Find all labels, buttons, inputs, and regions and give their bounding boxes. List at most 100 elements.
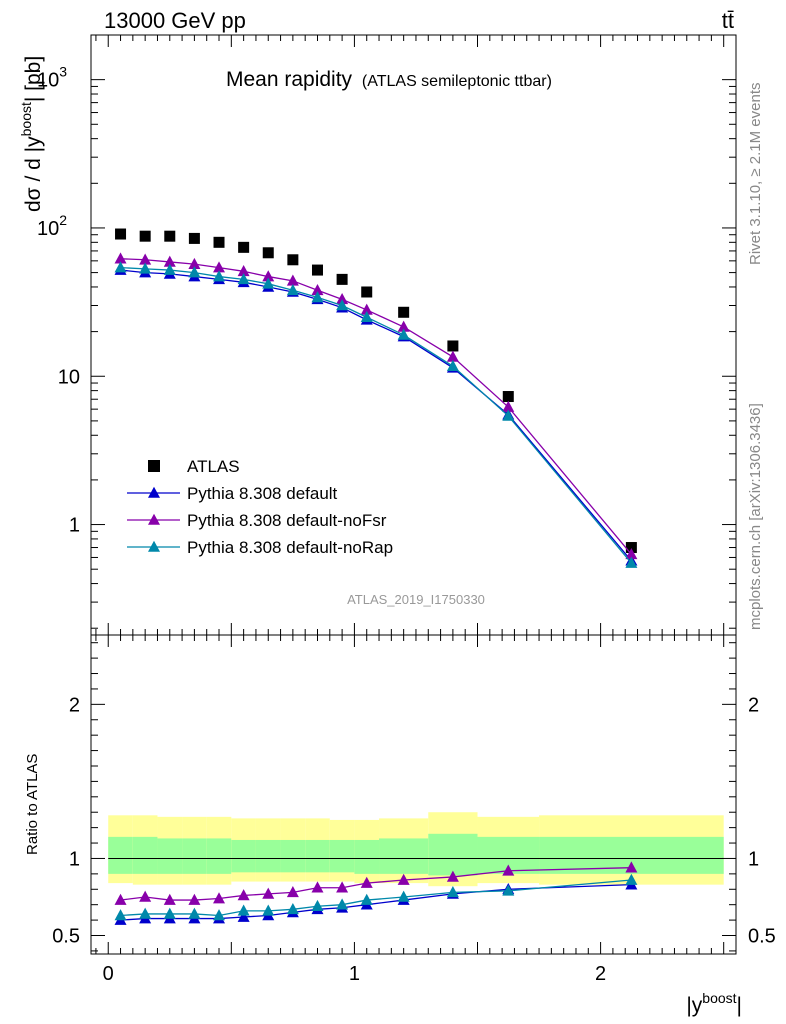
series-marker-2 xyxy=(286,274,299,286)
green-band-segment xyxy=(329,839,355,873)
ratio-marker-1 xyxy=(139,890,152,902)
atlas-data-point xyxy=(398,306,410,318)
ratio-marker-2 xyxy=(286,903,299,915)
legend-label: Pythia 8.308 default-noFsr xyxy=(187,511,387,530)
atlas-data-point xyxy=(139,230,151,242)
series-marker-3 xyxy=(213,270,226,282)
ratio-marker-2 xyxy=(360,893,373,905)
green-band-segment xyxy=(428,833,478,876)
green-band-segment xyxy=(255,839,281,873)
series-marker-2 xyxy=(625,548,638,560)
ratio-marker-1 xyxy=(237,889,250,901)
legend-marker xyxy=(148,486,160,498)
ratio-marker-1 xyxy=(446,870,459,882)
atlas-data-point xyxy=(115,228,127,240)
ratio-marker-1 xyxy=(397,873,410,885)
ratio-marker-1 xyxy=(163,893,176,905)
lower-plot-frame xyxy=(90,634,737,955)
green-band-segment xyxy=(280,839,306,873)
atlas-data-point xyxy=(262,247,274,259)
ratio-marker-1 xyxy=(262,887,275,899)
y-tick-label: 10 xyxy=(58,366,80,388)
series-marker-3 xyxy=(114,261,127,273)
ratio-marker-0 xyxy=(237,910,250,922)
ratio-marker-2 xyxy=(262,904,275,916)
atlas-data-point xyxy=(336,273,348,285)
legend-label: Pythia 8.308 default xyxy=(187,484,338,503)
series-marker-2 xyxy=(446,350,459,362)
ratio-marker-1 xyxy=(336,881,349,893)
series-marker-2 xyxy=(336,293,349,305)
chart-title: Mean rapidity (ATLAS semileptonic ttbar) xyxy=(226,68,552,91)
y-tick-label: 102 xyxy=(37,212,67,240)
series-marker-3 xyxy=(446,359,459,371)
series-marker-2 xyxy=(262,270,275,282)
x-axis-label: |yboost| xyxy=(686,990,742,1017)
atlas-data-point xyxy=(311,264,323,276)
series-marker-3 xyxy=(286,283,299,296)
series-marker-3 xyxy=(188,266,201,278)
ratio-marker-1 xyxy=(286,886,299,898)
atlas-data-point xyxy=(287,254,299,266)
ratio-y-tick-label: 2 xyxy=(69,694,80,716)
ratio-line-2 xyxy=(120,879,632,917)
legend-marker xyxy=(148,513,160,525)
ratio-marker-2 xyxy=(139,907,152,919)
green-band-segment xyxy=(157,838,183,874)
chart-title-main: Mean rapidity xyxy=(226,68,353,91)
series-marker-2 xyxy=(237,265,250,277)
ratio-marker-1 xyxy=(502,864,515,876)
ratio-marker-2 xyxy=(446,886,459,898)
series-marker-2 xyxy=(139,253,152,265)
ratio-marker-1 xyxy=(188,893,201,905)
ratio-marker-1 xyxy=(114,893,127,905)
atlas-data-point xyxy=(238,241,250,253)
ratio-y-tick-label-right: 2 xyxy=(748,694,759,716)
lower-y-axis-label: Ratio to ATLAS xyxy=(24,754,41,855)
ratio-marker-2 xyxy=(237,904,250,916)
ratio-y-tick-label: 0.5 xyxy=(52,926,80,948)
series-marker-2 xyxy=(213,261,226,273)
series-marker-2 xyxy=(114,252,127,264)
y-tick-label: 1 xyxy=(69,515,80,537)
x-tick-label: 0 xyxy=(103,963,114,985)
series-marker-2 xyxy=(311,283,324,296)
series-line-2 xyxy=(120,258,632,555)
atlas-data-point xyxy=(447,340,459,352)
series-marker-3 xyxy=(360,310,373,323)
x-tick-label: 2 xyxy=(595,963,606,985)
atlas-data-point xyxy=(502,391,514,403)
series-marker-2 xyxy=(502,400,515,412)
series-marker-3 xyxy=(139,262,152,274)
green-band-segment xyxy=(132,836,158,874)
atlas-data-point xyxy=(213,236,225,248)
series-marker-3 xyxy=(262,277,275,289)
legend-marker xyxy=(148,540,160,552)
legend-label: Pythia 8.308 default-noRap xyxy=(187,538,393,557)
ratio-marker-1 xyxy=(625,861,638,873)
analysis-tag: ATLAS_2019_I1750330 xyxy=(347,592,485,607)
header-left: 13000 GeV pp xyxy=(104,8,246,33)
ratio-y-tick-label: 1 xyxy=(69,848,80,870)
series-marker-2 xyxy=(360,303,373,315)
ratio-marker-2 xyxy=(336,898,349,910)
series-marker-3 xyxy=(311,291,324,303)
ratio-marker-2 xyxy=(311,899,324,912)
ratio-uncertainty-bands xyxy=(108,812,724,887)
atlas-data-point xyxy=(361,286,373,298)
legend: ATLAS Pythia 8.308 default Pythia 8.308 de… xyxy=(127,457,393,557)
atlas-data-point xyxy=(164,230,176,242)
series-marker-3 xyxy=(163,263,176,275)
series-marker-3 xyxy=(397,328,410,340)
chart-subtitle: (ATLAS semileptonic ttbar) xyxy=(362,73,552,90)
legend-label: ATLAS xyxy=(187,457,240,476)
green-band-segment xyxy=(379,838,429,874)
series-marker-3 xyxy=(625,556,638,568)
ratio-marker-1 xyxy=(311,881,324,893)
ratio-marker-2 xyxy=(397,890,410,902)
atlas-data-point xyxy=(625,542,637,554)
green-band-segment xyxy=(182,838,207,874)
upper-y-axis-label: dσ / d |yboost| [pb] xyxy=(18,56,45,212)
ratio-marker-1 xyxy=(360,876,373,888)
